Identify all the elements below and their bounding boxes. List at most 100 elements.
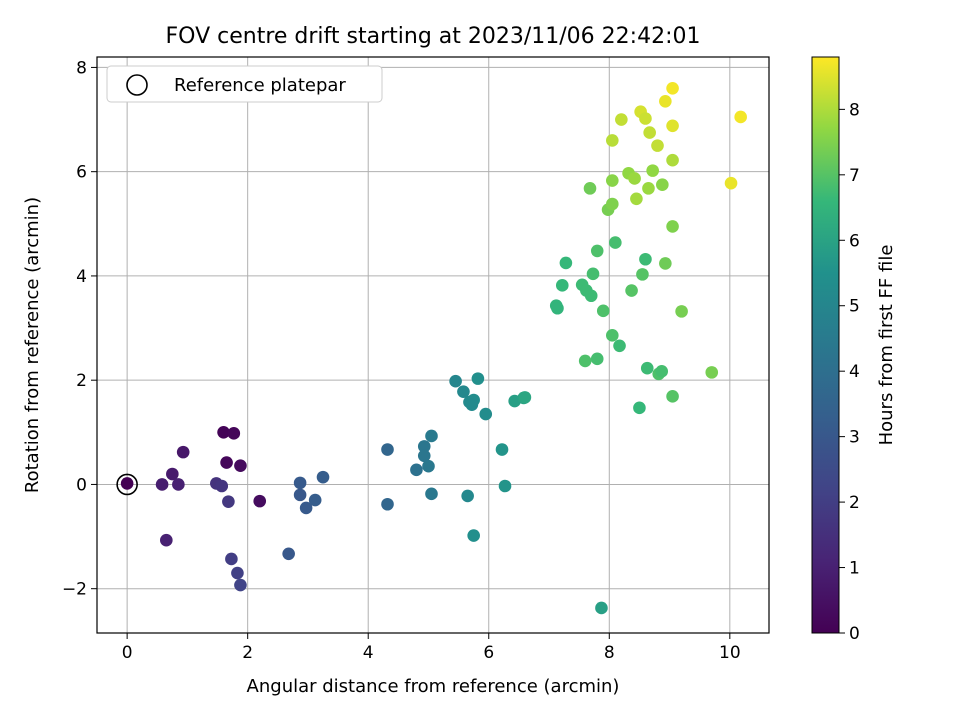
scatter-point	[606, 197, 619, 211]
colorbar-gradient	[812, 57, 839, 633]
scatter-point	[217, 426, 230, 439]
scatter-point	[381, 497, 394, 511]
scatter-point	[583, 182, 597, 195]
scatter-point	[234, 459, 247, 472]
scatter-point	[234, 578, 247, 592]
scatter-point	[625, 284, 638, 297]
scatter-point	[299, 501, 313, 515]
scatter-point	[584, 289, 598, 303]
legend-reference-marker	[126, 74, 148, 96]
scatter-point	[479, 407, 493, 421]
scatter-point	[449, 374, 462, 388]
scatter-points	[120, 81, 747, 615]
y-tick-label: 8	[76, 58, 87, 78]
scatter-point	[613, 339, 626, 353]
y-tick-label: 4	[76, 267, 87, 287]
scatter-point	[633, 401, 646, 415]
scatter-point	[559, 256, 573, 270]
colorbar-label: Hours from first FF file	[876, 245, 897, 446]
x-tick-label: 10	[719, 643, 741, 663]
colorbar-tick-label: 5	[849, 297, 860, 317]
scatter-point	[590, 352, 604, 366]
colorbar-tick-label: 8	[849, 100, 860, 120]
scatter-point	[639, 112, 652, 125]
scatter-point	[465, 398, 479, 411]
scatter-point	[410, 463, 423, 477]
scatter-point	[166, 467, 179, 481]
scatter-point	[381, 443, 394, 456]
y-tick-label: −2	[62, 580, 87, 600]
scatter-point	[606, 174, 619, 187]
scatter-point	[293, 476, 307, 490]
legend-entry-label: Reference platepar	[174, 75, 346, 96]
scatter-point	[642, 182, 655, 195]
scatter-point	[293, 488, 307, 502]
colorbar-tick-label: 2	[849, 493, 860, 513]
scatter-point	[225, 552, 238, 566]
scatter-point	[659, 95, 672, 108]
scatter-point	[417, 440, 431, 453]
y-tick-label: 6	[76, 163, 87, 183]
colorbar-tick-label: 7	[849, 166, 860, 186]
colorbar-tick-label: 0	[849, 624, 860, 644]
colorbar-tick-label: 3	[849, 428, 860, 448]
scatter-point	[666, 390, 679, 403]
scatter-point	[586, 267, 600, 281]
scatter-point	[630, 192, 643, 206]
scatter-point	[220, 456, 233, 469]
legend-box	[106, 65, 383, 103]
y-axis-label: Rotation from reference (arcmin)	[22, 197, 43, 493]
scatter-point	[467, 529, 480, 542]
colorbar-ticks: 0 1 2 3 4 5 6 7 8	[839, 100, 860, 644]
scatter-point	[316, 470, 330, 484]
scatter-point	[227, 427, 241, 440]
scatter-point	[417, 449, 431, 463]
scatter-point	[609, 236, 622, 249]
scatter-point	[231, 566, 244, 580]
scatter-point	[628, 172, 641, 185]
scatter-point	[282, 547, 295, 561]
scatter-point	[656, 178, 669, 192]
scatter-point	[615, 113, 628, 126]
scatter-point	[155, 478, 169, 491]
scatter-point	[551, 301, 564, 315]
scatter-point	[595, 601, 608, 615]
colorbar-tick-label: 6	[849, 231, 860, 251]
x-tick-label: 4	[363, 643, 374, 663]
reference-marker-layer	[116, 473, 138, 496]
x-tick-label: 2	[242, 643, 253, 663]
scatter-point	[675, 305, 688, 318]
scatter-point	[461, 489, 474, 503]
scatter-point	[590, 244, 604, 258]
y-axis-ticks: −2 0 2 4 6 8	[62, 58, 97, 600]
scatter-point	[518, 391, 532, 404]
scatter-point	[666, 220, 679, 233]
scatter-point	[498, 479, 512, 493]
colorbar: 0 1 2 3 4 5 6 7 8 Hours from first FF file	[811, 56, 897, 644]
plot-area: 0 2 4 6 8 10 −2 0 2 4 6 8	[62, 56, 770, 663]
scatter-point	[655, 365, 669, 378]
scatter-point	[422, 459, 435, 473]
scatter-point	[172, 478, 185, 491]
plot-frame	[96, 56, 770, 634]
scatter-point	[639, 252, 652, 266]
reference-platepar-marker	[116, 473, 138, 496]
scatter-point	[734, 110, 747, 124]
scatter-point	[578, 354, 592, 368]
plot-background	[97, 57, 769, 633]
colorbar-tick-label: 1	[849, 559, 860, 579]
scatter-point	[636, 268, 649, 281]
chart-title: FOV centre drift starting at 2023/11/06 …	[166, 24, 701, 49]
scatter-point	[253, 494, 267, 508]
scatter-point	[215, 479, 229, 493]
scatter-point	[705, 366, 719, 379]
scatter-point	[471, 372, 485, 385]
scatter-point	[724, 176, 738, 190]
colorbar-tick-label: 4	[849, 362, 860, 382]
scatter-point	[222, 495, 235, 508]
x-tick-label: 0	[122, 643, 133, 663]
scatter-point	[120, 477, 134, 490]
scatter-point	[606, 134, 619, 147]
scatter-point	[555, 279, 569, 292]
x-tick-label: 8	[604, 643, 615, 663]
